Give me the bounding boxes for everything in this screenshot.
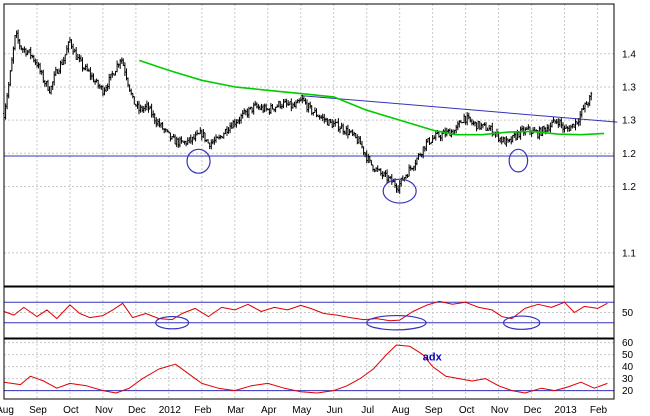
price-y-tick-label: 1.1 <box>622 248 636 259</box>
adx-y-tick-label: 40 <box>622 362 634 373</box>
x-tick-label: Feb <box>590 405 608 416</box>
gridlines <box>3 4 614 399</box>
x-tick-label: Oct <box>459 405 475 416</box>
oscillator-annotation-ellipse <box>155 315 190 330</box>
x-tick-label: Nov <box>95 405 113 416</box>
x-tick-label: 2013 <box>554 405 577 416</box>
price-y-tick-label: 1.3 <box>622 82 636 93</box>
oscillator-annotation-ellipse <box>502 315 541 330</box>
x-tick-label: Aug <box>392 405 410 416</box>
x-tick-label: 2012 <box>159 405 182 416</box>
x-tick-label: Dec <box>524 405 542 416</box>
oscillator-oscillator-line <box>3 300 608 322</box>
x-tick-label: May <box>292 405 311 416</box>
x-tick-label: Jun <box>327 405 343 416</box>
adx-y-tick-label: 60 <box>622 338 634 349</box>
x-tick-label: Dec <box>128 405 146 416</box>
x-tick-label: Apr <box>261 405 277 416</box>
adx-y-tick-label: 20 <box>622 386 634 397</box>
price-y-tick-label: 1.2 <box>622 149 636 160</box>
price-y-tick-label: 1.2 <box>622 182 636 193</box>
adx-y-tick-label: 30 <box>622 374 634 385</box>
oscillator-y-tick-label: 50 <box>622 308 634 319</box>
adx-panel-label: adx <box>423 352 443 364</box>
oscillator-panel-frame <box>3 286 615 339</box>
adx-adx-line <box>3 344 608 394</box>
price-panel-frame <box>3 3 615 287</box>
x-tick-label: Mar <box>227 405 245 416</box>
price-annotation-ellipse <box>186 148 211 174</box>
reference-lines <box>4 95 618 392</box>
price-moving-average-line <box>138 59 605 136</box>
adx-panel-frame <box>3 338 615 400</box>
x-tick-label: Nov <box>491 405 509 416</box>
adx-y-tick-label: 50 <box>622 350 634 361</box>
x-tick-label: Sep <box>425 405 443 416</box>
price-y-tick-label: 1.3 <box>622 116 636 127</box>
oscillator-annotation-ellipse <box>366 314 427 331</box>
price-annotation-ellipse <box>382 178 417 204</box>
x-tick-label: Sep <box>29 405 47 416</box>
annotation-ellipses <box>155 148 541 331</box>
price-y-tick-label: 1.4 <box>622 49 636 60</box>
panel-frames <box>3 3 615 400</box>
price-annotation-ellipse <box>508 148 529 173</box>
x-tick-label: Jul <box>361 405 374 416</box>
tick-labels: Aug Sep Oct Nov Dec 2012 Feb Mar Apr May Jun Jul Aug… <box>0 49 636 416</box>
price-resistance-trendline-line <box>300 95 618 123</box>
x-tick-label: Oct <box>63 405 79 416</box>
x-tick-label: Feb <box>194 405 212 416</box>
x-tick-label: Aug <box>0 405 14 416</box>
